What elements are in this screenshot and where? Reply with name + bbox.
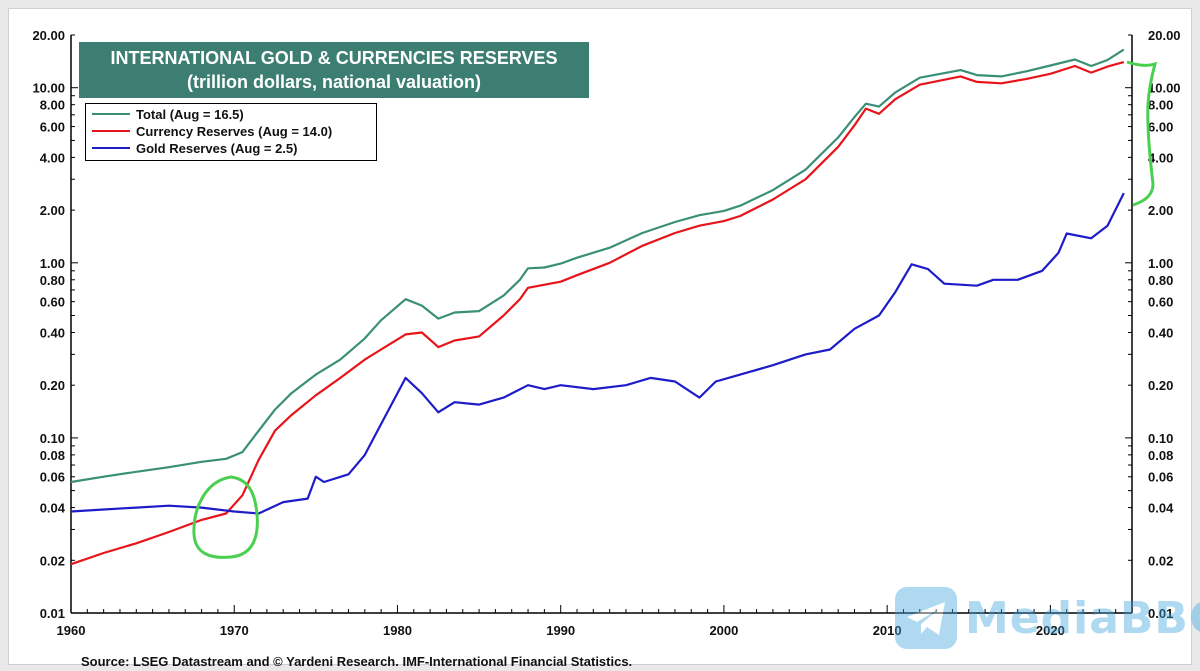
x-tick-label: 1980 (383, 623, 412, 638)
x-tick-label: 2000 (709, 623, 738, 638)
y-tick-label-left: 0.10 (40, 431, 65, 446)
annotation-circle (192, 475, 259, 559)
x-tick-label: 1960 (57, 623, 86, 638)
y-tick-label-right: 4.00 (1148, 150, 1173, 165)
watermark-text: MediaBBG (965, 592, 1200, 644)
y-tick-label-left: 1.00 (40, 256, 65, 271)
chart-canvas: 20.00 20.00 10.00 10.00 8.00 8.00 6.00 6.00 4.00… (32, 28, 1181, 638)
y-tick-label-left: 2.00 (40, 203, 65, 218)
y-tick-label-right: 6.00 (1148, 120, 1173, 135)
legend-swatch-gold (92, 146, 130, 150)
y-tick-label-right: 2.00 (1148, 203, 1173, 218)
y-tick-label-left: 6.00 (40, 120, 65, 135)
y-tick-label-right: 0.20 (1148, 378, 1173, 393)
legend: Total (Aug = 16.5) Currency Reserves (Au… (85, 103, 377, 161)
y-tick-label-left: 0.08 (40, 448, 65, 463)
y-tick-label-right: 0.08 (1148, 448, 1173, 463)
legend-label-gold: Gold Reserves (Aug = 2.5) (136, 140, 298, 156)
y-tick-label-right: 20.00 (1148, 28, 1181, 43)
annotation-bracket (1126, 60, 1158, 207)
y-tick-label-right: 0.80 (1148, 273, 1173, 288)
series-line-currency (70, 61, 1125, 566)
y-tick-label-left: 8.00 (40, 98, 65, 113)
legend-item-gold: Gold Reserves (Aug = 2.5) (92, 140, 297, 156)
telegram-plane-icon (895, 587, 957, 649)
y-tick-label-right: 0.60 (1148, 295, 1173, 310)
y-tick-label-left: 0.20 (40, 378, 65, 393)
y-tick-label-right: 0.10 (1148, 431, 1173, 446)
y-tick-label-left: 10.00 (32, 81, 65, 96)
x-tick-label: 1990 (546, 623, 575, 638)
y-tick-label-right: 0.04 (1148, 501, 1174, 516)
y-tick-label-right: 0.40 (1148, 325, 1173, 340)
series-line-gold (70, 192, 1125, 515)
x-tick-label: 1970 (220, 623, 249, 638)
legend-item-total: Total (Aug = 16.5) (92, 106, 244, 122)
y-tick-label-left: 4.00 (40, 150, 65, 165)
legend-swatch-total (92, 112, 130, 116)
x-tick-label: 2020 (1036, 623, 1065, 638)
chart-title-box: INTERNATIONAL GOLD & CURRENCIES RESERVES… (79, 42, 589, 98)
y-tick-label-right: 0.01 (1148, 606, 1173, 621)
legend-item-currency: Currency Reserves (Aug = 14.0) (92, 123, 332, 139)
legend-label-currency: Currency Reserves (Aug = 14.0) (136, 123, 333, 139)
source-note: Source: LSEG Datastream and © Yardeni Re… (81, 654, 633, 669)
y-tick-label-right: 10.00 (1148, 81, 1181, 96)
y-tick-label-right: 0.02 (1148, 553, 1173, 568)
y-tick-label-left: 20.00 (32, 28, 65, 43)
y-tick-label-left: 0.40 (40, 325, 65, 340)
y-tick-label-left: 0.60 (40, 295, 65, 310)
chart-title: INTERNATIONAL GOLD & CURRENCIES RESERVES (110, 48, 558, 68)
y-tick-label-left: 0.06 (40, 470, 65, 485)
chart-subtitle: (trillion dollars, national valuation) (186, 72, 482, 92)
y-tick-label-left: 0.80 (40, 273, 65, 288)
y-tick-label-right: 8.00 (1148, 98, 1173, 113)
y-tick-label-left: 0.04 (40, 501, 66, 516)
legend-swatch-currency (92, 129, 130, 133)
y-tick-label-left: 0.02 (40, 553, 65, 568)
legend-label-total: Total (Aug = 16.5) (136, 106, 244, 122)
watermark: MediaBBG (895, 585, 1200, 651)
x-tick-label: 2010 (873, 623, 902, 638)
chart-frame: 20.00 20.00 10.00 10.00 8.00 8.00 6.00 6.00 4.00… (8, 8, 1200, 669)
y-tick-label-right: 0.06 (1148, 470, 1173, 485)
series-line-total (70, 48, 1125, 484)
y-tick-label-right: 1.00 (1148, 256, 1173, 271)
y-tick-label-left: 0.01 (40, 606, 65, 621)
